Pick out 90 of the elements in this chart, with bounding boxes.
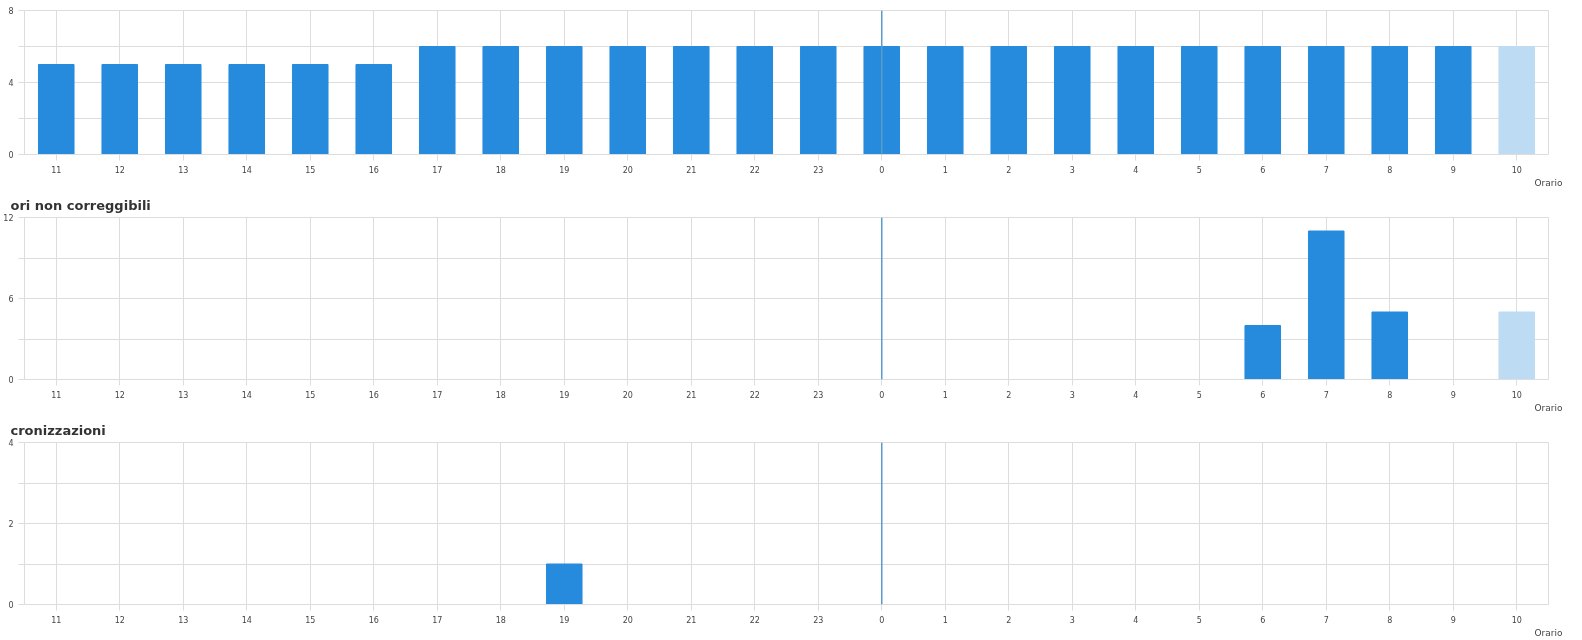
x-tick-label: 2 — [1006, 390, 1012, 400]
x-tick-label: 16 — [368, 390, 379, 400]
x-tick-label: 1 — [942, 165, 948, 175]
chart-title: ori non correggibili — [10, 197, 151, 213]
x-tick-label: 1 — [942, 615, 948, 625]
y-tick-label: 2 — [8, 520, 14, 529]
x-tick-label: 12 — [114, 390, 125, 400]
y-tick-label: 8 — [8, 7, 14, 16]
bar — [1244, 325, 1282, 380]
x-axis-title: Orario — [1534, 177, 1563, 188]
x-tick-label: 8 — [1387, 165, 1393, 175]
x-tick-label: 9 — [1450, 615, 1456, 625]
x-tick-label: 16 — [368, 615, 379, 625]
x-tick-label: 10 — [1511, 165, 1522, 175]
x-tick-label: 23 — [813, 390, 824, 400]
x-tick-label: 20 — [622, 165, 633, 175]
x-tick-label: 5 — [1196, 615, 1202, 625]
x-tick-label: 23 — [813, 165, 824, 175]
x-tick-label: 20 — [622, 615, 633, 625]
x-tick-label: 14 — [241, 165, 252, 175]
x-tick-label: 7 — [1323, 615, 1329, 625]
y-tick-label: 4 — [8, 79, 14, 88]
x-tick-label: 5 — [1196, 390, 1202, 400]
bar — [1307, 230, 1345, 380]
x-tick-label: 15 — [305, 615, 316, 625]
x-tick-label: 11 — [51, 165, 62, 175]
x-tick-label: 20 — [622, 390, 633, 400]
x-tick-label: 16 — [368, 165, 379, 175]
y-tick-label: 0 — [8, 151, 14, 160]
x-tick-label: 10 — [1511, 615, 1522, 625]
x-tick-label: 18 — [495, 615, 506, 625]
x-tick-label: 4 — [1133, 390, 1139, 400]
x-tick-label: 18 — [495, 165, 506, 175]
y-tick-label: 12 — [3, 214, 14, 223]
x-tick-label: 3 — [1069, 165, 1075, 175]
x-tick-label: 19 — [559, 165, 570, 175]
x-tick-label: 23 — [813, 615, 824, 625]
x-tick-label: 3 — [1069, 390, 1075, 400]
x-tick-label: 22 — [749, 615, 760, 625]
x-tick-label: 17 — [432, 615, 443, 625]
x-tick-label: 21 — [686, 390, 697, 400]
x-tick-label: 18 — [495, 390, 506, 400]
chart-title: cronizzazioni — [10, 422, 106, 438]
x-tick-label: 9 — [1450, 390, 1456, 400]
x-tick-label: 7 — [1323, 390, 1329, 400]
x-tick-label: 17 — [432, 165, 443, 175]
x-tick-label: 4 — [1133, 615, 1139, 625]
x-tick-label: 19 — [559, 390, 570, 400]
bar — [1498, 311, 1536, 380]
x-tick-label: 14 — [241, 390, 252, 400]
x-tick-label: 2 — [1006, 615, 1012, 625]
x-tick-label: 22 — [749, 165, 760, 175]
x-tick-label: 0 — [879, 615, 885, 625]
x-tick-label: 12 — [114, 615, 125, 625]
y-tick-label: 6 — [8, 295, 14, 304]
x-tick-label: 21 — [686, 615, 697, 625]
x-tick-label: 5 — [1196, 165, 1202, 175]
x-tick-label: 6 — [1260, 390, 1266, 400]
y-tick-label: 0 — [8, 376, 14, 385]
x-tick-label: 2 — [1006, 165, 1012, 175]
x-tick-label: 22 — [749, 390, 760, 400]
x-tick-label: 7 — [1323, 165, 1329, 175]
x-axis-title: Orario — [1534, 627, 1563, 638]
y-tick-label: 0 — [8, 601, 14, 610]
x-tick-label: 15 — [305, 390, 316, 400]
x-tick-label: 0 — [879, 165, 885, 175]
x-tick-label: 0 — [879, 390, 885, 400]
x-tick-label: 6 — [1260, 165, 1266, 175]
x-tick-label: 17 — [432, 390, 443, 400]
bar — [1371, 311, 1409, 380]
x-tick-label: 11 — [51, 390, 62, 400]
x-tick-label: 13 — [178, 615, 189, 625]
x-tick-label: 1 — [942, 390, 948, 400]
x-tick-label: 13 — [178, 165, 189, 175]
x-tick-label: 8 — [1387, 615, 1393, 625]
x-tick-label: 19 — [559, 615, 570, 625]
x-tick-label: 8 — [1387, 390, 1393, 400]
x-tick-label: 13 — [178, 390, 189, 400]
x-tick-label: 14 — [241, 615, 252, 625]
x-axis-title: Orario — [1534, 402, 1563, 413]
x-tick-label: 11 — [51, 615, 62, 625]
x-tick-label: 3 — [1069, 615, 1075, 625]
x-tick-label: 10 — [1511, 390, 1522, 400]
x-tick-label: 4 — [1133, 165, 1139, 175]
x-tick-label: 12 — [114, 165, 125, 175]
x-tick-label: 6 — [1260, 615, 1266, 625]
x-tick-label: 15 — [305, 165, 316, 175]
x-tick-label: 9 — [1450, 165, 1456, 175]
y-tick-label: 4 — [8, 439, 14, 448]
x-tick-label: 21 — [686, 165, 697, 175]
